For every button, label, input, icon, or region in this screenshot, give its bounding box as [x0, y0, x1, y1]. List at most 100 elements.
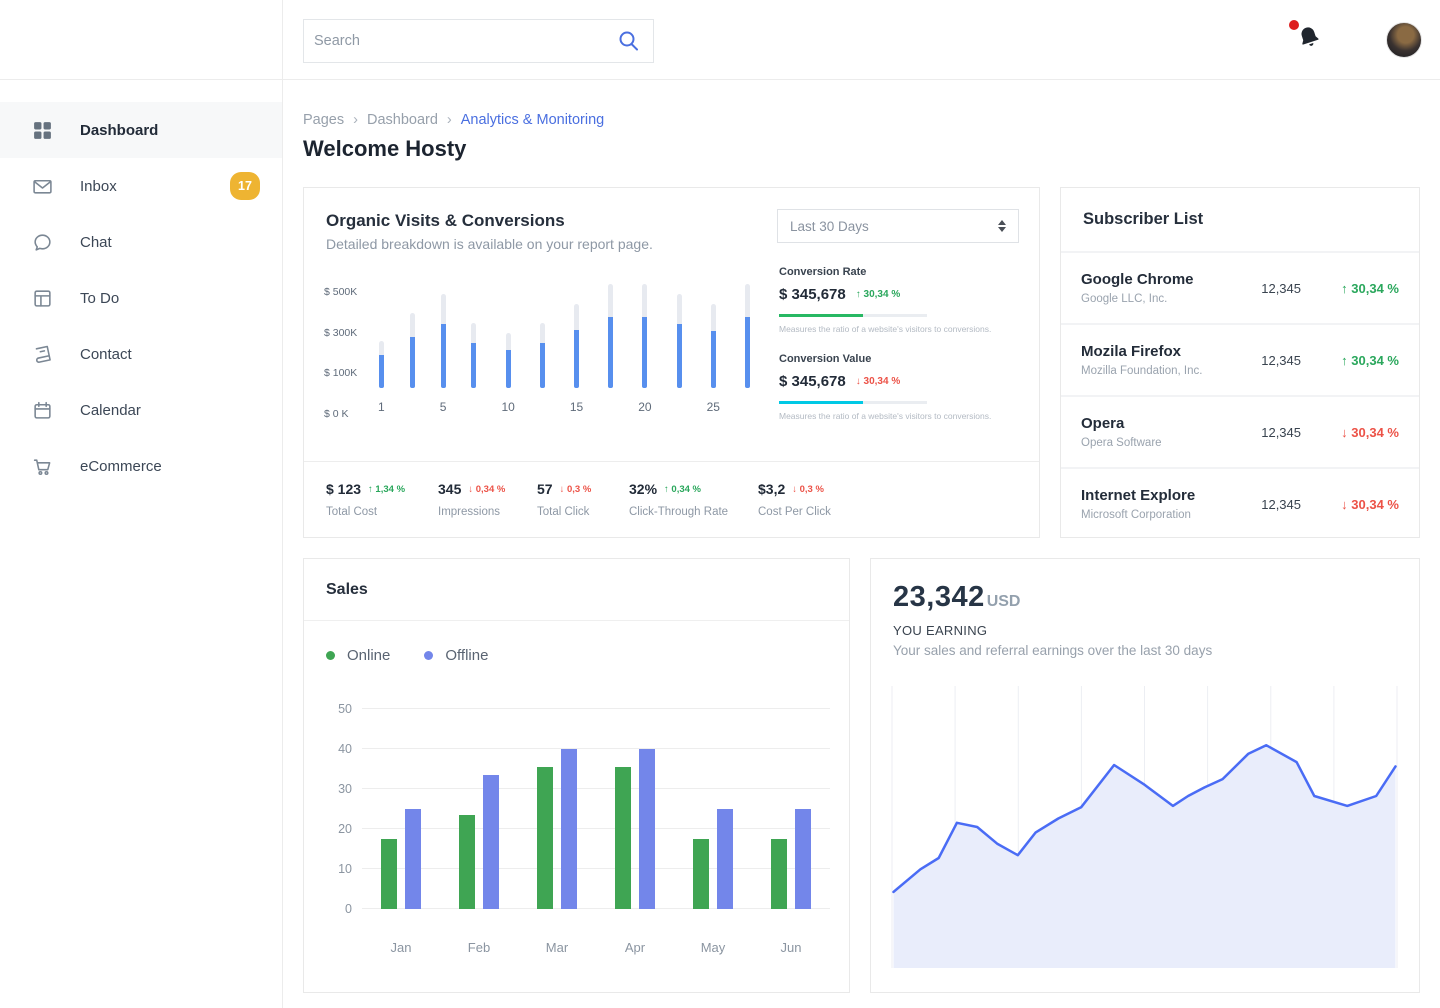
legend-online: Online: [326, 647, 390, 664]
sales-bar-group: Mar: [537, 749, 577, 955]
page-title: Welcome Hosty: [303, 136, 467, 161]
sales-chart-bars: Jan Feb Mar Apr May Jun: [362, 709, 830, 955]
topbar: [283, 0, 1440, 80]
organic-bar: 25: [707, 304, 720, 415]
user-avatar[interactable]: [1386, 22, 1422, 58]
stat-delta: ↓ 30,34 %: [855, 376, 901, 387]
legend-label: Offline: [445, 647, 489, 664]
earning-caption: Your sales and referral earnings over th…: [893, 643, 1213, 658]
organic-bar: [676, 293, 682, 416]
kpi-value: 345: [438, 481, 462, 497]
stat-caption: Measures the ratio of a website's visito…: [779, 411, 992, 421]
organic-bar: [471, 322, 477, 415]
subscriber-count: 12,345: [1261, 280, 1301, 296]
stat-value: $ 345,678: [779, 373, 846, 390]
logo-area: [0, 0, 282, 80]
notification-bell-icon[interactable]: [1289, 20, 1330, 58]
subscriber-company: Microsoft Corporation: [1081, 509, 1191, 521]
organic-x-tick: 10: [501, 400, 515, 414]
search-input[interactable]: [314, 33, 617, 49]
subscriber-row-ie[interactable]: Internet Explore Microsoft Corporation 1…: [1061, 467, 1419, 539]
sales-bar-group: Feb: [459, 775, 499, 955]
kpi-value: $3,2: [758, 481, 786, 497]
sidebar-item-ecommerce[interactable]: eCommerce: [0, 438, 282, 494]
breadcrumb-current[interactable]: Analytics & Monitoring: [460, 112, 605, 128]
kpi-value: 57: [537, 481, 553, 497]
search-icon[interactable]: [617, 29, 641, 53]
kpi-row: $ 123 ↑ 1,34 % Total Cost 345 ↓ 0,34 % Imp…: [304, 461, 1039, 537]
sales-x-tick: Jun: [780, 940, 802, 955]
organic-x-tick: 20: [638, 400, 652, 414]
organic-bar: 15: [570, 304, 583, 415]
kpi-total-click: 57 ↓ 0,3 % Total Click: [537, 481, 629, 518]
kpi-delta: ↑ 0,34 %: [664, 483, 701, 495]
chat-bubble-icon: [32, 232, 53, 253]
subscriber-row-opera[interactable]: Opera Opera Software 12,345 ↓ 30,34 %: [1061, 395, 1419, 467]
sales-card: Sales Online Offline 50 40 30 20 10 0 Jan Feb M…: [303, 558, 850, 993]
earning-currency: USD: [986, 593, 1021, 610]
organic-visits-card: Organic Visits & Conversions Detailed br…: [303, 187, 1040, 538]
conversion-value-stat: Conversion Value $ 345,678 ↓ 30,34 % Mea…: [779, 353, 1019, 421]
organic-bar: [744, 284, 750, 415]
stepper-icon: [998, 220, 1006, 232]
organic-bar: 10: [501, 333, 515, 415]
sidebar-item-todo[interactable]: To Do: [0, 270, 282, 326]
sales-y-tick: 50: [338, 702, 352, 716]
sidebar-item-label: eCommerce: [80, 457, 162, 475]
card-subtitle: Detailed breakdown is available on your …: [326, 236, 653, 252]
kpi-impressions: 345 ↓ 0,34 % Impressions: [438, 481, 537, 518]
organic-x-tick: 15: [569, 400, 584, 414]
sales-y-tick: 10: [338, 862, 352, 876]
subscriber-count: 12,345: [1261, 352, 1301, 368]
sidebar-item-chat[interactable]: Chat: [0, 214, 282, 270]
organic-bar: [409, 313, 415, 415]
kpi-delta: ↑ 1,34 %: [368, 483, 406, 495]
subscriber-name: Google Chrome: [1081, 271, 1194, 288]
earning-amount: 23,342: [893, 581, 985, 613]
notification-dot: [1289, 20, 1299, 30]
subscriber-list-card: Subscriber List Google Chrome Google LLC…: [1060, 187, 1420, 538]
sales-bar-group: Jun: [771, 809, 811, 955]
kpi-label: Total Click: [537, 506, 590, 518]
sales-bar-group: May: [693, 809, 733, 955]
subscriber-count: 12,345: [1261, 496, 1301, 512]
kpi-delta: ↓ 0,3 %: [559, 483, 592, 495]
sidebar-nav: Dashboard Inbox 17 Chat To Do Contact: [0, 80, 282, 494]
stat-caption: Measures the ratio of a website's visito…: [779, 324, 992, 334]
sidebar-item-calendar[interactable]: Calendar: [0, 382, 282, 438]
subscriber-name: Internet Explore: [1081, 487, 1196, 504]
cart-icon: [32, 456, 53, 477]
period-select[interactable]: Last 30 Days: [777, 209, 1019, 243]
sidebar-item-dashboard[interactable]: Dashboard: [0, 102, 282, 158]
organic-bar: [608, 284, 614, 415]
subscriber-row-chrome[interactable]: Google Chrome Google LLC, Inc. 12,345 ↑ …: [1061, 251, 1419, 323]
search-box: [303, 19, 654, 63]
breadcrumb-dashboard[interactable]: Dashboard: [366, 112, 438, 128]
subscriber-row-firefox[interactable]: Mozila Firefox Mozilla Foundation, Inc. …: [1061, 323, 1419, 395]
earning-label: YOU EARNING: [893, 623, 988, 638]
sales-chart-y-axis: 50 40 30 20 10 0: [322, 702, 352, 916]
kpi-total-cost: $ 123 ↑ 1,34 % Total Cost: [326, 481, 438, 518]
sidebar-item-label: Dashboard: [80, 121, 159, 139]
breadcrumb-pages[interactable]: Pages: [303, 112, 345, 128]
kpi-label: Click-Through Rate: [629, 506, 729, 518]
kpi-cpc: $3,2 ↓ 0,3 % Cost Per Click: [758, 481, 831, 518]
kpi-delta: ↓ 0,3 %: [792, 483, 824, 495]
stat-delta: ↑ 30,34 %: [855, 289, 901, 300]
sidebar: Dashboard Inbox 17 Chat To Do Contact: [0, 0, 283, 1008]
sidebar-item-label: Calendar: [80, 401, 141, 419]
sidebar-item-contact[interactable]: Contact: [0, 326, 282, 382]
breadcrumb-separator: ›: [446, 112, 452, 128]
subscriber-company: Mozilla Foundation, Inc.: [1081, 365, 1203, 377]
stat-value: $ 345,678: [779, 286, 846, 303]
envelope-icon: [32, 176, 53, 197]
subscriber-delta: ↑ 30,34 %: [1341, 352, 1399, 368]
sidebar-item-inbox[interactable]: Inbox 17: [0, 158, 282, 214]
subscriber-delta: ↓ 30,34 %: [1341, 496, 1399, 512]
kpi-label: Impressions: [438, 506, 500, 518]
subscriber-name: Mozila Firefox: [1081, 343, 1182, 360]
card-title: Organic Visits & Conversions: [326, 211, 565, 230]
sales-y-tick: 30: [338, 782, 352, 796]
legend-dot-online: [326, 651, 335, 660]
conversion-rate-stat: Conversion Rate $ 345,678 ↑ 30,34 % Meas…: [779, 266, 1019, 334]
